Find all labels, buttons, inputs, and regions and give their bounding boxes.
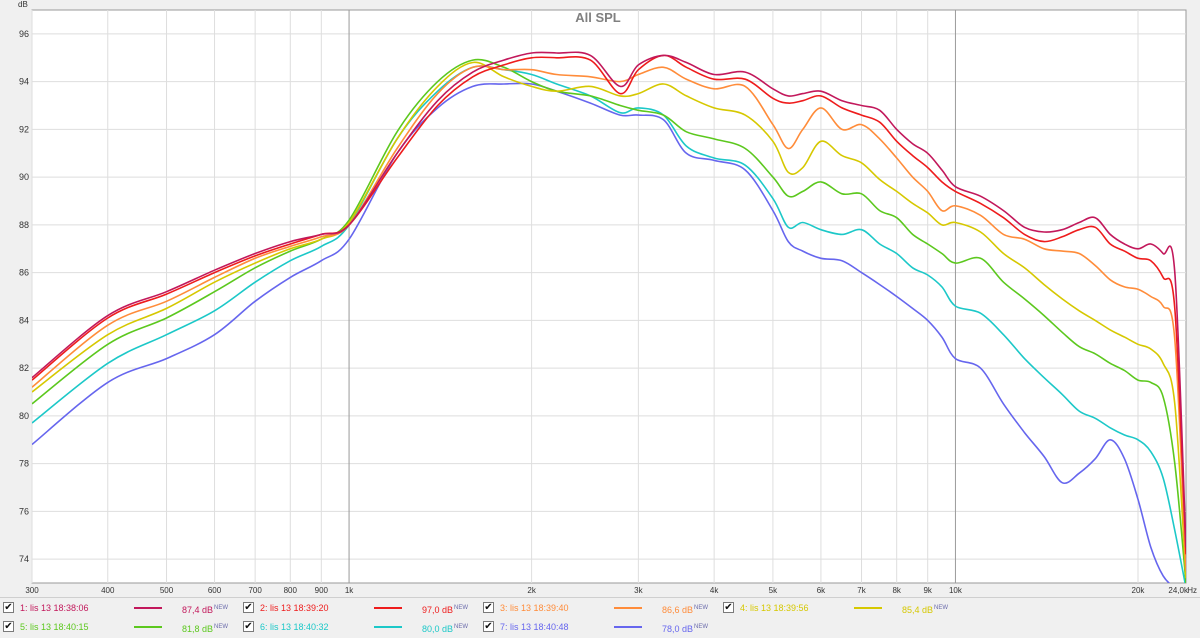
legend: ✔ 1: lis 13 18:38:06 87,4 dBNEW ✔ 2: lis 13 … bbox=[0, 597, 1200, 638]
legend-new-tag: NEW bbox=[454, 624, 468, 630]
x-tick-label: 700 bbox=[248, 586, 262, 595]
legend-swatch bbox=[134, 626, 162, 628]
x-tick-label: 300 bbox=[25, 586, 39, 595]
y-tick-label: 92 bbox=[19, 124, 29, 134]
legend-item: ✔ 1: lis 13 18:38:06 87,4 dBNEW bbox=[0, 599, 300, 617]
legend-swatch bbox=[374, 626, 402, 628]
spl-chart: 74 76 78 80 82 84 86 88 90 92 94 96 300 400 500 600 700… bbox=[18, 0, 1197, 595]
y-tick-label: 80 bbox=[19, 411, 29, 421]
legend-label: 2: lis 13 18:39:20 bbox=[260, 603, 329, 613]
y-axis-unit-label: dB bbox=[18, 0, 28, 9]
legend-swatch bbox=[614, 626, 642, 628]
y-tick-label: 94 bbox=[19, 77, 29, 87]
x-tick-label: 8k bbox=[892, 586, 901, 595]
legend-new-tag: NEW bbox=[694, 605, 708, 611]
legend-label: 4: lis 13 18:39:56 bbox=[740, 603, 809, 613]
x-tick-label: 24,0k bbox=[1168, 586, 1189, 595]
legend-swatch bbox=[374, 607, 402, 609]
x-tick-label: 800 bbox=[284, 586, 298, 595]
legend-swatch bbox=[614, 607, 642, 609]
x-tick-label: 7k bbox=[857, 586, 866, 595]
legend-level: 80,0 dBNEW bbox=[421, 624, 468, 634]
series-line bbox=[32, 51, 1186, 548]
series-line bbox=[32, 82, 1171, 583]
legend-new-tag: NEW bbox=[214, 624, 228, 630]
series-line bbox=[32, 65, 1186, 572]
legend-level: 97,0 dBNEW bbox=[421, 605, 468, 615]
x-tick-label: 1k bbox=[345, 586, 354, 595]
legend-checkbox[interactable]: ✔ bbox=[243, 621, 254, 632]
x-tick-label: 20k bbox=[1132, 586, 1146, 595]
x-tick-label: 900 bbox=[315, 586, 329, 595]
y-tick-label: 86 bbox=[19, 268, 29, 278]
x-unit-label: Hz bbox=[1187, 586, 1197, 595]
y-tick-label: 76 bbox=[19, 506, 29, 516]
x-tick-label: 9k bbox=[923, 586, 932, 595]
legend-label: 6: lis 13 18:40:32 bbox=[260, 622, 329, 632]
legend-item: ✔ 6: lis 13 18:40:32 80,0 dBNEW bbox=[240, 618, 540, 636]
legend-new-tag: NEW bbox=[214, 605, 228, 611]
series-lines bbox=[32, 51, 1186, 583]
y-tick-label: 82 bbox=[19, 363, 29, 373]
x-tick-label: 400 bbox=[101, 586, 115, 595]
y-tick-label: 90 bbox=[19, 172, 29, 182]
legend-swatch bbox=[134, 607, 162, 609]
legend-label: 1: lis 13 18:38:06 bbox=[20, 603, 89, 613]
plot-area bbox=[31, 9, 1187, 584]
x-tick-label: 10k bbox=[949, 586, 963, 595]
legend-item: ✔ 5: lis 13 18:40:15 81,8 dBNEW bbox=[0, 618, 300, 636]
y-tick-label: 96 bbox=[19, 29, 29, 39]
legend-level: 85,4 dBNEW bbox=[901, 605, 948, 615]
grid bbox=[31, 10, 1186, 583]
y-axis-ticks: 74 76 78 80 82 84 86 88 90 92 94 96 bbox=[19, 29, 29, 564]
legend-level: 87,4 dBNEW bbox=[181, 605, 228, 615]
x-tick-label: 5k bbox=[769, 586, 778, 595]
legend-new-tag: NEW bbox=[934, 605, 948, 611]
legend-label: 7: lis 13 18:40:48 bbox=[500, 622, 569, 632]
legend-new-tag: NEW bbox=[454, 605, 468, 611]
legend-item: ✔ 4: lis 13 18:39:56 85,4 dBNEW bbox=[720, 599, 1020, 617]
x-tick-label: 6k bbox=[817, 586, 826, 595]
series-line bbox=[32, 61, 1186, 579]
legend-label: 3: lis 13 18:39:40 bbox=[500, 603, 569, 613]
x-tick-label: 3k bbox=[634, 586, 643, 595]
x-tick-label: 2k bbox=[527, 586, 536, 595]
legend-checkbox[interactable]: ✔ bbox=[483, 621, 494, 632]
x-tick-label: 600 bbox=[208, 586, 222, 595]
legend-checkbox[interactable]: ✔ bbox=[483, 602, 494, 613]
chart-title: All SPL bbox=[575, 10, 621, 25]
legend-checkbox[interactable]: ✔ bbox=[3, 621, 14, 632]
legend-level: 78,0 dBNEW bbox=[661, 624, 708, 634]
y-tick-label: 88 bbox=[19, 220, 29, 230]
series-line bbox=[32, 58, 1186, 583]
y-tick-label: 74 bbox=[19, 554, 29, 564]
legend-checkbox[interactable]: ✔ bbox=[243, 602, 254, 613]
legend-item: ✔ 3: lis 13 18:39:40 86,6 dBNEW bbox=[480, 599, 780, 617]
legend-level: 86,6 dBNEW bbox=[661, 605, 708, 615]
x-tick-label: 4k bbox=[710, 586, 719, 595]
legend-checkbox[interactable]: ✔ bbox=[723, 602, 734, 613]
legend-label: 5: lis 13 18:40:15 bbox=[20, 622, 89, 632]
legend-new-tag: NEW bbox=[694, 624, 708, 630]
x-axis-ticks: 300 400 500 600 700 800 900 1k 2k 3k 4k 5k 6k 7k 8k 9k 1… bbox=[25, 586, 1197, 595]
legend-checkbox[interactable]: ✔ bbox=[3, 602, 14, 613]
legend-item: ✔ 2: lis 13 18:39:20 97,0 dBNEW bbox=[240, 599, 540, 617]
x-tick-label: 500 bbox=[160, 586, 174, 595]
legend-swatch bbox=[854, 607, 882, 609]
y-tick-label: 78 bbox=[19, 459, 29, 469]
series-line bbox=[32, 54, 1186, 555]
legend-item: ✔ 7: lis 13 18:40:48 78,0 dBNEW bbox=[480, 618, 780, 636]
y-tick-label: 84 bbox=[19, 315, 29, 325]
legend-level: 81,8 dBNEW bbox=[181, 624, 228, 634]
